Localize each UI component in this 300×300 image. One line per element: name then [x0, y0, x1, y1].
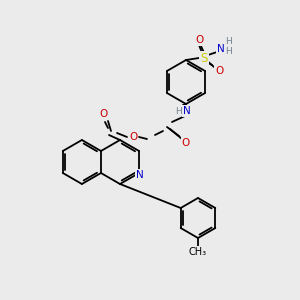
Text: N: N — [136, 170, 144, 180]
Text: O: O — [215, 66, 223, 76]
Text: N: N — [217, 44, 225, 54]
Text: O: O — [182, 138, 190, 148]
Text: O: O — [100, 109, 108, 119]
Text: O: O — [129, 132, 137, 142]
Text: H: H — [176, 106, 182, 116]
Text: O: O — [195, 35, 203, 45]
Text: H: H — [225, 47, 231, 56]
Text: CH₃: CH₃ — [189, 247, 207, 257]
Text: S: S — [200, 52, 208, 64]
Text: N: N — [183, 106, 191, 116]
Text: H: H — [226, 38, 232, 46]
